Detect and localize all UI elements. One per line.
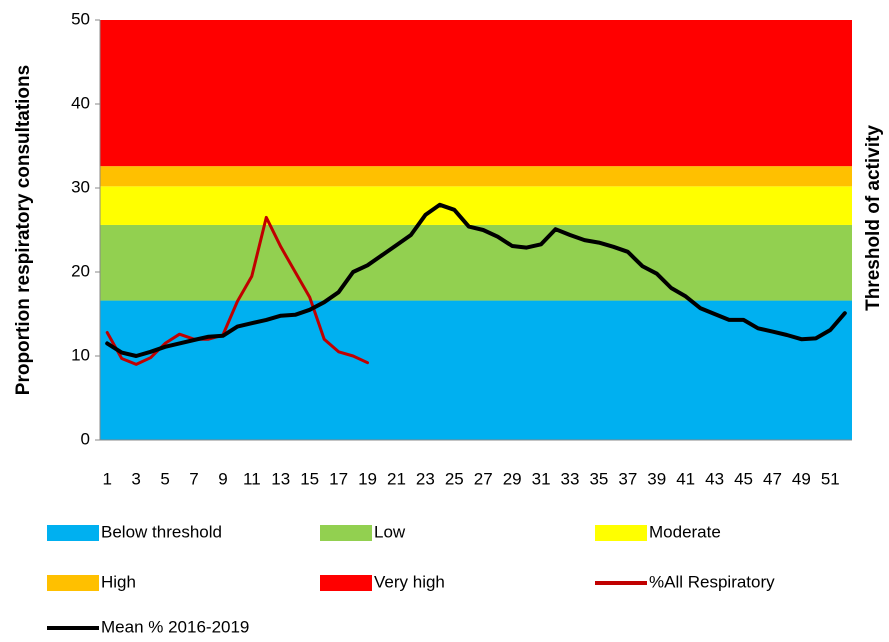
y-tick-label: 40 [71,93,90,112]
threshold-band [100,224,852,301]
legend-swatch [320,575,372,591]
x-tick-label: 27 [474,469,493,488]
x-tick-label: 31 [532,469,551,488]
y-tick-label: 0 [81,429,90,448]
x-tick-label: 29 [503,469,522,488]
legend-label: Below threshold [101,522,222,541]
x-tick-label: 13 [271,469,290,488]
threshold-band [100,20,852,167]
x-tick-label: 3 [131,469,140,488]
x-tick-label: 39 [647,469,666,488]
x-tick-label: 7 [189,469,198,488]
legend-label: Moderate [649,522,721,541]
x-tick-label: 5 [160,469,169,488]
legend-label: %All Respiratory [649,572,775,591]
y-tick-label: 30 [71,177,90,196]
x-tick-label: 47 [763,469,782,488]
x-tick-label: 35 [589,469,608,488]
y2-axis-title: Threshold of activity [863,125,884,311]
x-tick-label: 17 [329,469,348,488]
threshold-band [100,300,852,440]
legend-label: Very high [374,572,445,591]
series-line [105,202,847,358]
threshold-band [100,186,852,225]
x-tick-label: 45 [734,469,753,488]
x-tick-label: 19 [358,469,377,488]
x-tick-label: 11 [243,469,261,488]
legend-swatch [320,525,372,541]
x-tick-label: 9 [218,469,227,488]
legend-swatch [595,525,647,541]
x-tick-label: 37 [618,469,637,488]
x-tick-label: 21 [387,469,406,488]
x-tick-label: 23 [416,469,435,488]
y-tick-label: 50 [71,9,90,28]
legend-label: High [101,572,136,591]
x-tick-label: 51 [821,469,840,488]
legend-label: Low [374,522,406,541]
x-tick-label: 15 [300,469,319,488]
x-tick-label: 25 [445,469,464,488]
threshold-band [100,166,852,187]
x-tick-label: 43 [705,469,724,488]
legend-swatch [47,525,99,541]
y-tick-label: 20 [71,261,90,280]
y-axis-title: Proportion respiratory consultations [13,65,34,395]
legend-label: Mean % 2016-2019 [101,617,249,636]
series-line [105,215,369,366]
y-tick-label: 10 [71,345,90,364]
x-tick-label: 1 [102,469,111,488]
legend-swatch [47,575,99,591]
x-tick-label: 33 [561,469,580,488]
x-tick-label: 41 [676,469,695,488]
x-tick-label: 49 [792,469,811,488]
